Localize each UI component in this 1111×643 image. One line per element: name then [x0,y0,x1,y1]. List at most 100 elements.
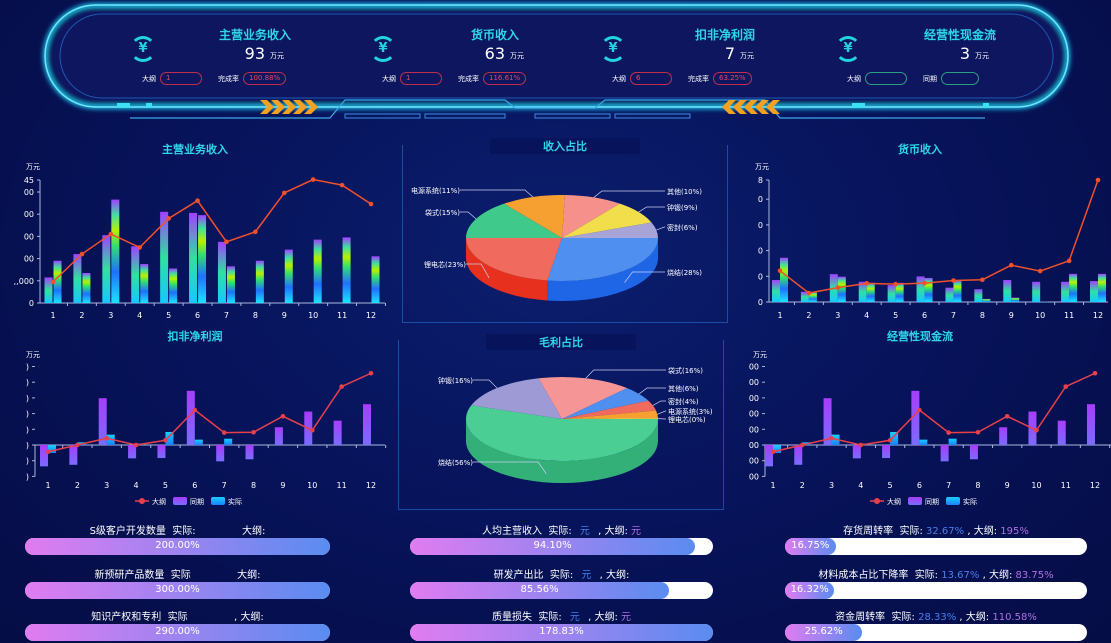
progress-row: 材料成本占比下降率 实际: 13.67% , 大纲: 83.75% 16.32% [785,566,1087,599]
bar-实际 [169,268,178,303]
legend-label[interactable]: 大纲 [152,497,166,506]
line-point [253,229,258,235]
separator: , [599,570,603,581]
pie-label: 密封(6%) [667,223,698,232]
x-tick-label: 6 [195,311,200,320]
pie-leader-line [473,461,547,474]
x-tick-label: 12 [1090,481,1100,490]
kpi-title: 货币收入 [470,28,519,42]
kpi-target-label: 大纲 [847,74,861,83]
line-point [339,182,345,188]
x-tick-label: 11 [337,481,347,490]
bar-实际 [226,266,235,303]
progress-bar: 94.10% [410,538,713,555]
bar-同期 [1032,281,1041,302]
x-tick-label: 2 [800,481,805,490]
bar-同期 [1087,404,1095,445]
pie-slice[interactable] [562,400,656,419]
line-point [133,442,139,448]
pie-slice-side [547,238,658,301]
kpi-title: 扣非净利润 [694,28,755,42]
bar-同期 [1090,281,1098,302]
actual-value: 元 [579,526,590,537]
line-point [835,285,841,290]
pie-slice[interactable] [538,377,628,419]
bar-同期 [131,246,140,303]
bar-同期 [911,390,920,445]
pie-label: 其他(10%) [667,187,702,196]
pie-slice[interactable] [562,418,658,419]
line-point [858,442,864,448]
pie-label: 烧结(28%) [667,268,702,277]
bar-同期 [1003,280,1012,302]
bar-同期 [999,427,1008,445]
pie-label: 袋式(15%) [425,208,460,217]
income-share-panel [402,145,728,323]
x-tick-label: 6 [917,481,922,490]
pie-slice[interactable] [466,203,562,238]
bar-实际 [1098,273,1106,302]
progress-fill: 300.00% [25,582,330,599]
line-point [946,430,951,435]
bar-同期 [969,445,978,460]
pie-slice[interactable] [562,388,649,419]
pie-slice[interactable] [547,238,658,281]
pie-slice[interactable] [562,222,658,238]
progress-percent: 290.00% [155,626,200,637]
actual-label: 实际: [899,526,923,537]
progress-fill: 85.56% [410,582,670,599]
y-tick-label: 00 [749,457,759,466]
line-point [310,177,316,182]
progress-fill: 16.75% [785,538,836,555]
x-tick-label: 2 [75,481,80,490]
unit-label: 万元 [26,163,40,171]
pie-slice[interactable] [504,195,565,238]
x-tick-label: 3 [835,311,840,320]
pie-label: 锂电芯(23%) [424,260,466,269]
line-point [281,190,287,196]
bar-实际 [953,280,962,302]
legend-label[interactable]: 实际 [963,497,977,506]
pie-slice[interactable] [466,405,658,461]
line-point [309,427,315,433]
line-point [1063,384,1069,389]
line-point [1095,177,1101,183]
progress-percent: 94.10% [533,540,572,551]
pie-slice[interactable] [562,410,658,419]
bar-实际 [773,445,781,454]
x-tick-label: 7 [224,311,229,320]
kpi-value: 3 [959,44,970,63]
kpi-value: 93 [244,44,265,63]
y-tick-label: 00 [749,363,759,372]
pie-slice[interactable] [471,378,562,419]
pie-slice-side [466,419,658,483]
legend-label[interactable]: 同期 [190,498,204,506]
progress-bar: 16.75% [785,538,1087,555]
x-tick-label: 12 [1093,311,1103,320]
legend-label[interactable]: 大纲 [887,497,901,506]
legend-label[interactable]: 实际 [228,497,242,506]
progress-row: S级客户开发数量 实际: 大纲: 200.00% [25,522,330,555]
bar-实际 [198,215,207,303]
legend-label[interactable]: 同期 [925,498,939,506]
progress-bar: 300.00% [25,582,330,599]
x-tick-label: 11 [1061,481,1071,490]
pie-slice-side [466,238,548,301]
chart-title-main-revenue: 主营业务收入 [162,143,228,156]
pie-slice[interactable] [466,238,562,281]
metric-label: S级客户开发数量 [89,526,166,537]
target-label: 大纲: [988,570,1013,581]
kpi-card: ¥ 经营性现金流 3 万元 大纲 同期 [835,24,1065,94]
kpi-target-value: 1 [400,72,442,85]
x-tick-label: 6 [192,481,197,490]
pie-label: 钟锻(9%) [667,203,698,212]
line-point [45,449,51,455]
pie-slice[interactable] [562,203,652,238]
pie-label: 电源系统(11%) [411,186,460,195]
bar-实际 [895,282,904,302]
pie-slice[interactable] [562,195,620,238]
yen-refresh-icon: ¥ [835,36,861,62]
target-label: 大纲: [594,612,618,623]
y-tick-label: 0 [758,298,763,307]
